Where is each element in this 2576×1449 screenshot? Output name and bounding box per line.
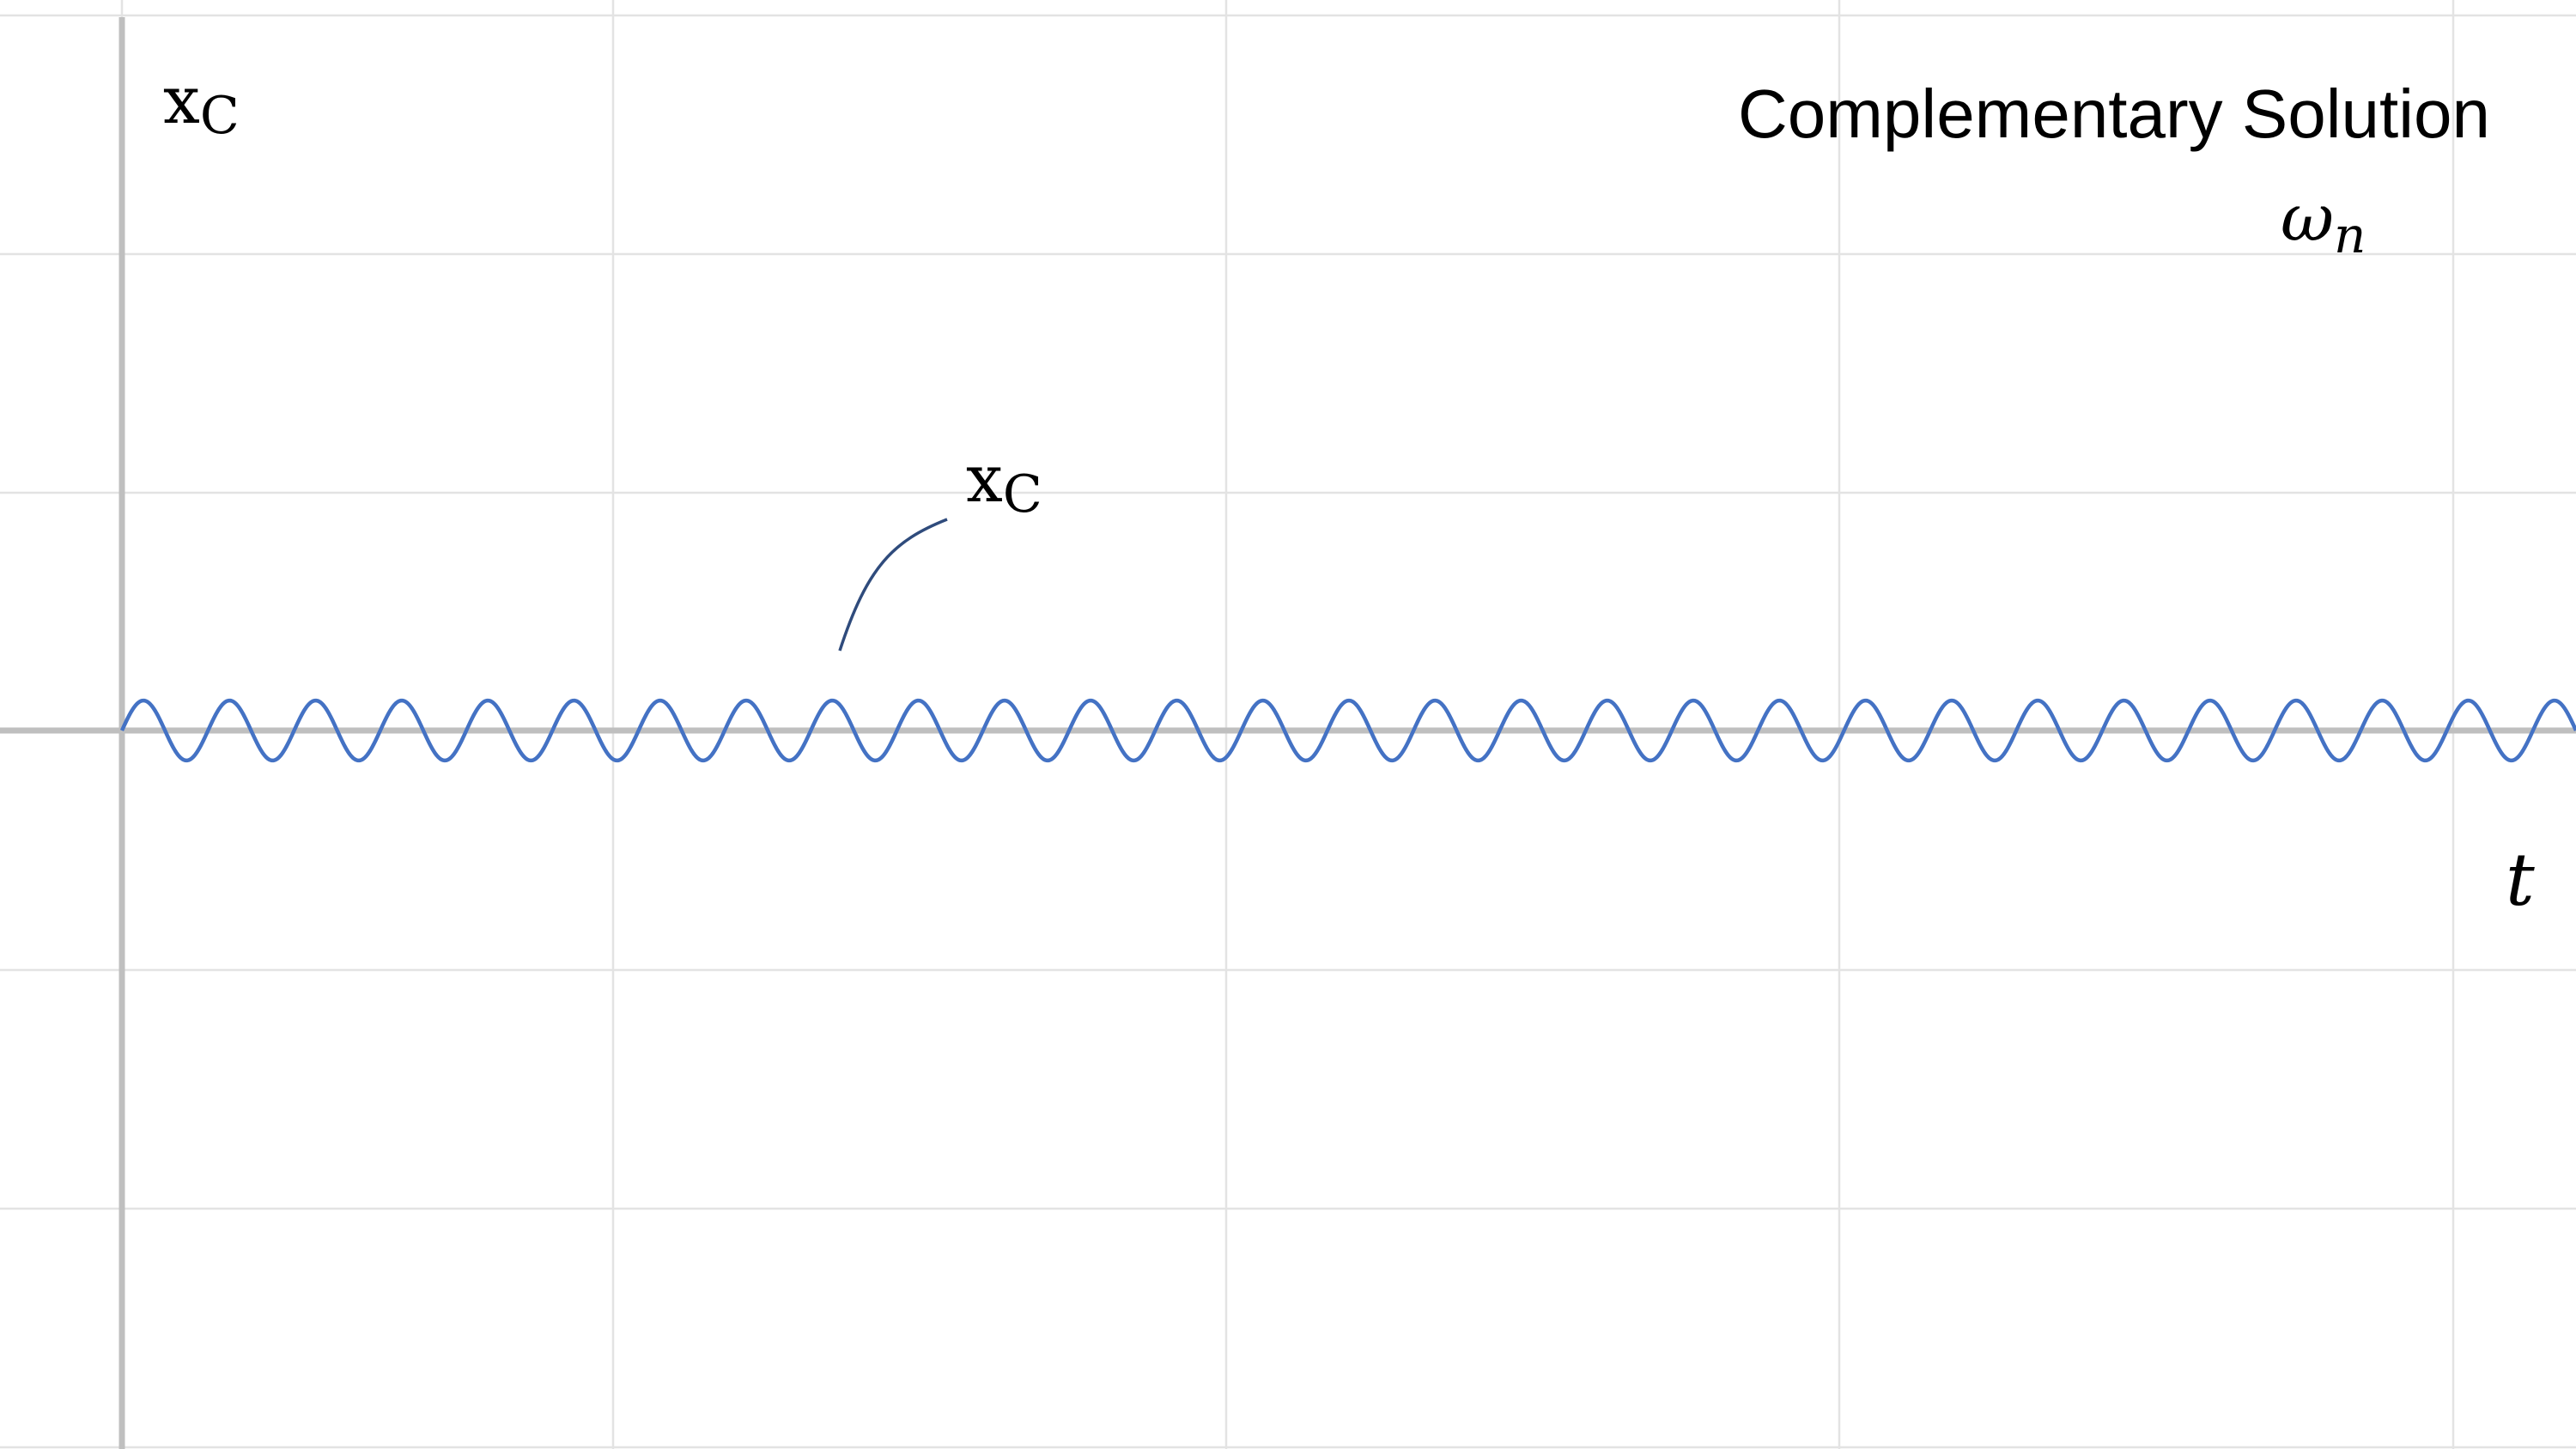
chart-title-text: Complementary Solution: [1738, 76, 2490, 152]
ylab-main: x: [163, 62, 200, 138]
series-annotation-label: xC: [966, 440, 1042, 524]
sub-main: ω: [2281, 179, 2334, 256]
annot-main: x: [966, 440, 1003, 517]
chart-subtitle: ωn: [2281, 179, 2366, 264]
x-axis-label-text: t: [2506, 838, 2535, 922]
sub-subscript: n: [2334, 206, 2366, 264]
y-axis-label-text: xC: [163, 62, 240, 146]
x-axis-label: t: [2506, 838, 2535, 922]
annotation-leader-line: [838, 518, 948, 652]
series-annotation-text: xC: [966, 440, 1042, 524]
annot-subscript: C: [1003, 464, 1042, 524]
chart-title: Complementary Solution: [1738, 76, 2490, 152]
ylab-subscript: C: [200, 86, 240, 146]
y-axis-label: xC: [163, 62, 240, 146]
series-line-xc: [119, 698, 2576, 763]
chart-subtitle-text: ωn: [2281, 179, 2366, 264]
